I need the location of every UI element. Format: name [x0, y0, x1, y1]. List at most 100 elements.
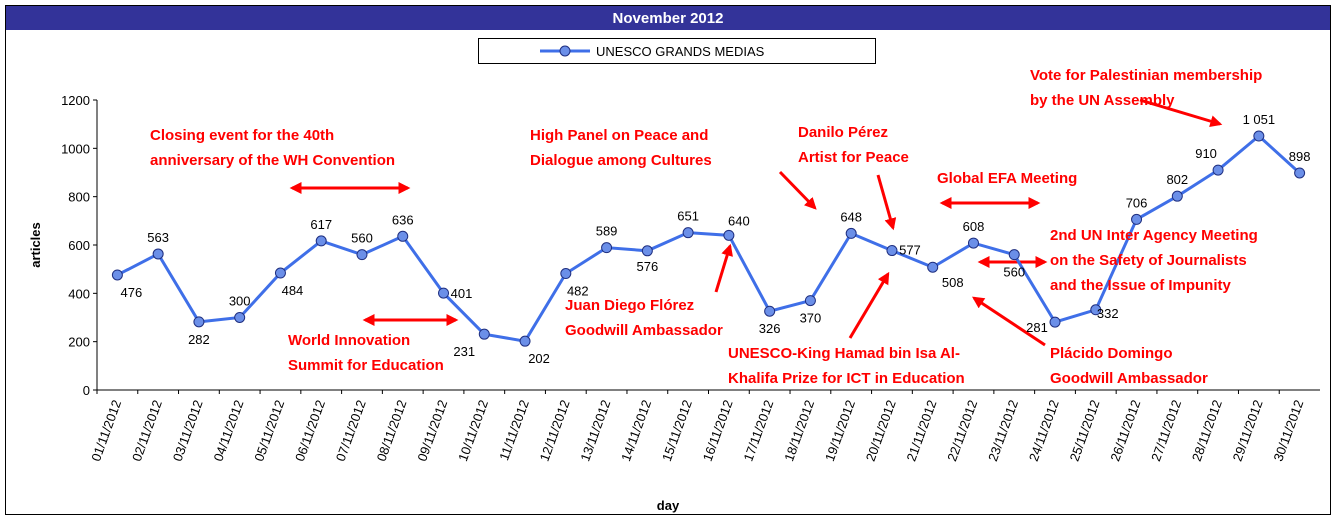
data-point [274, 267, 286, 279]
annotation: anniversary of the WH Convention [150, 152, 395, 169]
annotation: Dialogue among Cultures [530, 152, 712, 169]
data-point [478, 328, 490, 340]
arrow [876, 174, 897, 231]
data-point [1049, 316, 1061, 328]
data-label: 282 [188, 332, 210, 347]
data-label: 636 [392, 212, 414, 227]
data-label: 401 [451, 286, 473, 301]
data-point [1171, 190, 1183, 202]
data-label: 617 [310, 217, 332, 232]
data-label: 589 [596, 224, 618, 239]
data-point [927, 261, 939, 273]
data-label: 910 [1195, 146, 1217, 161]
data-label: 482 [567, 284, 589, 299]
annotation: World Innovation [288, 332, 410, 349]
frame [5, 5, 1331, 515]
data-label: 898 [1289, 149, 1311, 164]
annotation: Vote for Palestinian membership [1030, 67, 1262, 84]
data-point [967, 237, 979, 249]
data-label: 563 [147, 230, 169, 245]
data-point [886, 245, 898, 257]
data-point [1294, 167, 1306, 179]
data-point [397, 230, 409, 242]
data-point [641, 245, 653, 257]
data-point [764, 305, 776, 317]
data-point [234, 312, 246, 323]
data-label: 202 [528, 351, 550, 366]
arrow [1139, 98, 1223, 127]
data-label: 1 051 [1243, 112, 1276, 127]
data-label: 640 [728, 213, 750, 228]
data-point [1131, 213, 1143, 225]
data-point [845, 227, 857, 239]
annotation: Global EFA Meeting [937, 170, 1077, 187]
series-line [116, 134, 1301, 343]
data-point [111, 269, 123, 281]
chart-title: November 2012 [613, 10, 724, 27]
data-point [438, 287, 450, 299]
data-point [682, 227, 694, 239]
y-tick-label: 600 [68, 238, 90, 253]
annotation: Goodwill Ambassador [565, 322, 723, 339]
y-tick-label: 1000 [61, 141, 90, 156]
arrow [778, 170, 817, 210]
annotation: Plácido Domingo [1050, 345, 1173, 362]
data-label: 802 [1166, 172, 1188, 187]
data-label: 332 [1097, 306, 1119, 321]
annotation: Danilo Pérez [798, 124, 888, 141]
y-tick-label: 1200 [61, 93, 90, 108]
data-label: 484 [282, 283, 304, 298]
data-label: 370 [800, 311, 822, 326]
title-bar [6, 6, 1330, 30]
data-point [152, 248, 164, 260]
data-point [315, 235, 327, 247]
legend-label: UNESCO GRANDS MEDIAS [596, 44, 765, 59]
data-point [723, 229, 735, 241]
data-label: 576 [636, 259, 658, 274]
data-label: 281 [1026, 320, 1048, 335]
annotation: Artist for Peace [798, 149, 909, 166]
annotation: UNESCO-King Hamad bin Isa Al- [728, 345, 960, 362]
data-point [804, 295, 816, 307]
annotation: Juan Diego Flórez [565, 297, 694, 314]
y-tick-label: 200 [68, 335, 90, 350]
annotation: 2nd UN Inter Agency Meeting [1050, 227, 1258, 244]
data-label: 326 [759, 321, 781, 336]
data-point [1090, 304, 1102, 316]
data-label: 648 [840, 209, 862, 224]
arrow [714, 243, 733, 293]
data-label: 476 [121, 285, 143, 300]
data-label: 508 [942, 275, 964, 290]
arrow [848, 271, 890, 339]
x-axis-label: day [657, 498, 680, 513]
arrow [971, 296, 1046, 347]
y-tick-label: 400 [68, 286, 90, 301]
annotation: Summit for Education [288, 357, 444, 374]
data-label: 577 [899, 243, 921, 258]
annotation: Goodwill Ambassador [1050, 370, 1208, 387]
y-tick-label: 0 [83, 383, 90, 398]
data-label: 608 [963, 219, 985, 234]
data-point [601, 242, 613, 254]
data-label: 231 [453, 344, 475, 359]
annotation: by the UN Assembly [1030, 92, 1175, 109]
data-label: 651 [677, 209, 699, 224]
annotation: and the Issue of Impunity [1050, 277, 1232, 294]
data-label: 560 [351, 231, 373, 246]
legend-marker [559, 45, 571, 57]
data-point [1212, 164, 1224, 176]
annotation: Closing event for the 40th [150, 127, 334, 144]
data-point [356, 249, 368, 261]
data-point [560, 268, 572, 280]
annotation: High Panel on Peace and [530, 127, 708, 144]
data-point [519, 335, 531, 347]
annotation: on the Safety of Journalists [1050, 252, 1247, 269]
y-tick-label: 800 [68, 190, 90, 205]
data-label: 560 [1003, 265, 1025, 280]
data-point [1008, 249, 1020, 261]
data-label: 300 [229, 294, 251, 309]
arrows [289, 98, 1223, 347]
data-point [1253, 130, 1265, 142]
annotation: Khalifa Prize for ICT in Education [728, 370, 965, 387]
